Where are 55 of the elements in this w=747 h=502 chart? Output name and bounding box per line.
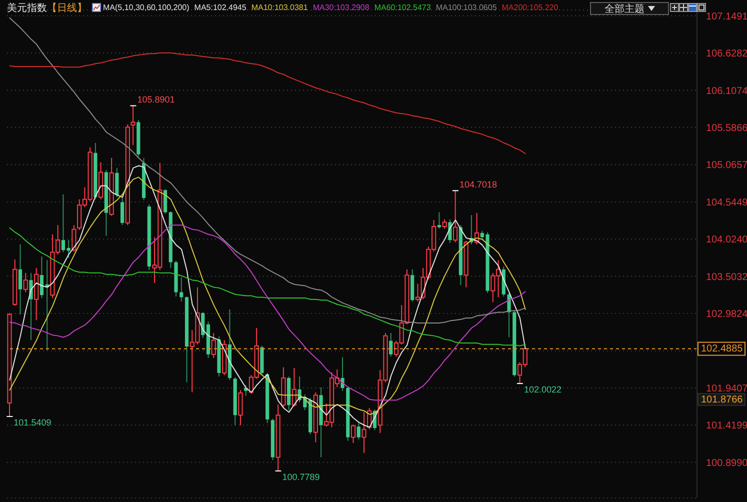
candlestick [362, 412, 366, 454]
candlestick [66, 240, 70, 258]
candlestick [72, 224, 76, 252]
candlestick [238, 390, 243, 426]
candlestick [120, 196, 124, 226]
line-series [9, 17, 526, 324]
y-tick-label: 101.9407 [706, 383, 747, 394]
y-tick-label: 105.0657 [706, 160, 747, 172]
candlestick [437, 212, 441, 230]
candlestick [356, 422, 360, 440]
annotation: 100.7789 [282, 472, 320, 482]
y-tick-label: 104.5449 [706, 197, 747, 208]
y-tick-label: 104.0240 [706, 234, 747, 246]
annotation: 104.7018 [459, 180, 498, 190]
y-tick-label: 106.6282 [706, 48, 747, 60]
candlestick [442, 218, 447, 230]
candlestick [389, 332, 393, 358]
candlestick [23, 272, 28, 293]
legend-title: MA(5,10,30,60,100,200) [103, 3, 190, 12]
dropdown: 全部主题 [590, 2, 669, 15]
candlestick [350, 424, 356, 444]
y-tick-label: 101.4199 [706, 420, 747, 432]
candlestick [453, 190, 458, 243]
line-series [9, 224, 526, 401]
text: 101.8766 [701, 394, 744, 406]
candlestick [40, 256, 44, 298]
text: MA5:102.4945 [194, 3, 246, 12]
text: MA30:103.2908 [312, 3, 370, 12]
candlestick [163, 188, 168, 214]
candlestick [415, 283, 420, 302]
candlestick [507, 292, 511, 338]
text: MA60:102.5473 [374, 3, 431, 12]
chart-title: 美元指数 [7, 2, 47, 14]
chart-subtitle: 【日线】 [47, 2, 87, 14]
candlestick [29, 272, 33, 341]
candlestick [211, 332, 216, 358]
annotation: 105.8901 [137, 94, 175, 105]
text: MA10:103.0381 [251, 3, 308, 12]
candlestick [340, 356, 344, 392]
text: MA100:103.0605 [436, 3, 497, 12]
candlestick [130, 105, 136, 146]
candlestick [18, 244, 22, 315]
y-tick-label: 103.5032 [706, 272, 747, 283]
y-tick-label: 107.1491 [706, 11, 747, 22]
candlestick [61, 194, 66, 253]
ref-line-label: 102.4885 [701, 343, 744, 354]
annotation: 101.5409 [14, 417, 52, 428]
candlestick [180, 276, 184, 302]
text: MA200:105.220 [502, 3, 558, 12]
line-series [9, 227, 526, 346]
line-series [9, 52, 526, 154]
candlestick [115, 167, 119, 198]
y-tick-label: 100.8990 [706, 458, 747, 469]
y-tick-label: 105.5866 [706, 122, 747, 134]
annotation: 102.0022 [524, 384, 562, 395]
